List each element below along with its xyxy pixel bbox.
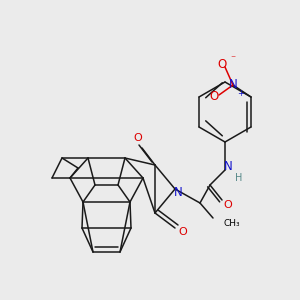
Text: H: H [235,173,243,183]
Text: O: O [134,133,142,143]
Text: ⁻: ⁻ [230,54,236,64]
Text: +: + [238,88,244,98]
Text: CH₃: CH₃ [223,218,240,227]
Text: N: N [174,185,182,199]
Text: O: O [178,227,188,237]
Text: O: O [209,91,219,103]
Text: O: O [224,200,232,210]
Text: O: O [218,58,226,71]
Text: N: N [229,79,237,92]
Text: N: N [224,160,232,173]
